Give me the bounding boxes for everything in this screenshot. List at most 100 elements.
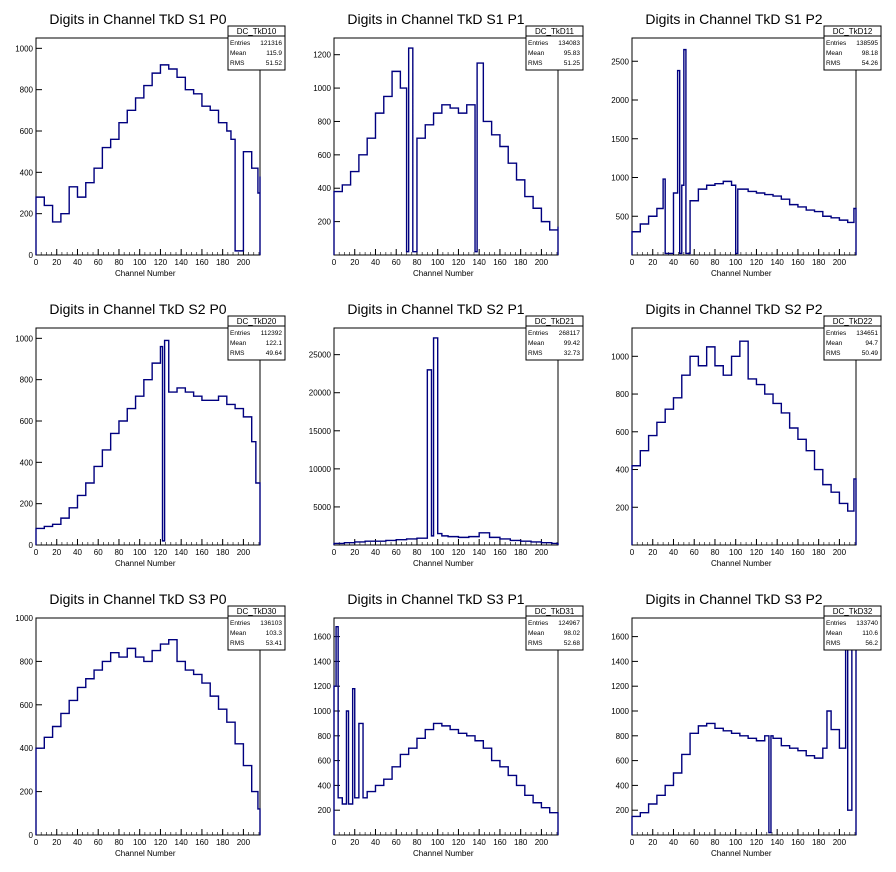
y-tick-label: 800 [318, 117, 332, 126]
x-tick-label: 140 [771, 548, 785, 557]
histogram-svg: Digits in Channel TkD S1 P2 0 20 40 60 80 100 1… [611, 11, 882, 278]
chart-title: Digits in Channel TkD S2 P2 [645, 301, 822, 317]
x-tick-label: 20 [648, 838, 657, 847]
stats-key: Mean [528, 630, 545, 637]
y-tick-label: 800 [20, 86, 34, 95]
histogram-series [35, 639, 261, 835]
stats-value: 112392 [261, 330, 283, 337]
y-tick-label: 200 [20, 210, 34, 219]
y-tick-label: 600 [20, 701, 34, 710]
histogram-svg: Digits in Channel TkD S1 P0 0 20 40 60 80 100 1… [15, 11, 286, 278]
x-axis-label: Channel Number [413, 269, 474, 278]
y-tick-label: 1400 [313, 657, 331, 666]
x-tick-label: 180 [514, 838, 528, 847]
stats-value: 124967 [558, 620, 580, 627]
x-axis-label: Channel Number [115, 269, 176, 278]
x-tick-label: 100 [431, 258, 445, 267]
histogram-svg: Digits in Channel TkD S2 P0 0 20 40 60 80 100 1… [15, 301, 286, 568]
stats-box [823, 315, 882, 361]
chart-title: Digits in Channel TkD S1 P0 [49, 11, 226, 27]
plot-frame [333, 37, 559, 256]
x-tick-label: 200 [535, 548, 549, 557]
stats-value: 94.7 [865, 340, 878, 347]
y-tick-label: 600 [616, 428, 630, 437]
x-axis-label: Channel Number [711, 559, 772, 568]
y-tick-label: 5000 [313, 503, 331, 512]
y-tick-label: 2500 [611, 57, 629, 66]
x-tick-label: 140 [771, 258, 785, 267]
x-tick-label: 40 [669, 838, 678, 847]
x-axis-label: Channel Number [711, 269, 772, 278]
stats-title: DC_TkD20 [237, 317, 277, 326]
stats-key: Mean [826, 630, 843, 637]
x-tick-label: 20 [350, 258, 359, 267]
x-tick-label: 120 [154, 258, 168, 267]
stats-box [823, 25, 882, 71]
x-axis-label: Channel Number [413, 849, 474, 858]
stats-key: Entries [230, 620, 251, 627]
x-tick-label: 80 [711, 258, 720, 267]
y-tick-label: 400 [20, 744, 34, 753]
y-tick-label: 600 [318, 757, 332, 766]
x-tick-label: 80 [413, 548, 422, 557]
y-tick-label: 1000 [611, 352, 629, 361]
x-tick-label: 100 [133, 258, 147, 267]
y-tick-label: 200 [20, 500, 34, 509]
y-tick-label: 400 [318, 781, 332, 790]
x-tick-label: 0 [34, 548, 39, 557]
x-tick-label: 100 [729, 258, 743, 267]
y-tick-label: 800 [20, 657, 34, 666]
stats-box [525, 25, 584, 71]
y-tick-label: 0 [29, 541, 34, 550]
chart-title: Digits in Channel TkD S3 P1 [347, 591, 524, 607]
x-tick-label: 0 [332, 548, 337, 557]
x-tick-label: 0 [34, 838, 39, 847]
x-tick-label: 40 [371, 548, 380, 557]
x-tick-label: 120 [452, 258, 466, 267]
y-tick-label: 0 [29, 831, 34, 840]
x-tick-label: 180 [216, 548, 230, 557]
x-tick-label: 100 [729, 838, 743, 847]
y-tick-label: 800 [616, 732, 630, 741]
y-tick-label: 200 [20, 788, 34, 797]
x-tick-label: 20 [52, 548, 61, 557]
stats-value: 268117 [559, 330, 581, 337]
x-tick-label: 20 [648, 548, 657, 557]
stats-title: DC_TkD22 [833, 317, 873, 326]
x-tick-label: 200 [237, 258, 251, 267]
x-tick-label: 80 [115, 838, 124, 847]
stats-value: 51.52 [266, 60, 283, 67]
x-tick-label: 200 [833, 838, 847, 847]
histogram-svg: Digits in Channel TkD S1 P1 0 20 40 60 80 100 1… [313, 11, 584, 278]
histogram-panel: Digits in Channel TkD S3 P0 0 20 40 60 80 100 1… [0, 580, 298, 870]
x-tick-label: 40 [73, 838, 82, 847]
x-axis-label: Channel Number [115, 849, 176, 858]
stats-title: DC_TkD21 [535, 317, 575, 326]
x-tick-label: 80 [711, 838, 720, 847]
stats-key: Mean [826, 50, 843, 57]
y-tick-label: 1000 [15, 614, 33, 623]
y-tick-label: 600 [318, 151, 332, 160]
x-tick-label: 160 [195, 548, 209, 557]
stats-value: 134083 [558, 40, 580, 47]
y-tick-label: 15000 [309, 427, 332, 436]
x-tick-label: 120 [154, 838, 168, 847]
stats-key: RMS [230, 640, 245, 647]
plot-frame [631, 617, 857, 836]
x-tick-label: 180 [216, 838, 230, 847]
stats-key: RMS [528, 60, 543, 67]
y-tick-label: 1000 [15, 44, 33, 53]
stats-key: RMS [230, 60, 245, 67]
x-tick-label: 40 [669, 548, 678, 557]
plot-frame [35, 617, 261, 836]
y-tick-label: 800 [318, 732, 332, 741]
stats-value: 98.02 [564, 630, 581, 637]
y-tick-label: 0 [29, 251, 34, 260]
x-tick-label: 160 [791, 258, 805, 267]
y-tick-label: 1000 [313, 84, 331, 93]
stats-value: 32.73 [564, 350, 581, 357]
x-tick-label: 0 [630, 258, 635, 267]
x-tick-label: 200 [833, 258, 847, 267]
x-tick-label: 20 [350, 838, 359, 847]
y-tick-label: 400 [616, 781, 630, 790]
